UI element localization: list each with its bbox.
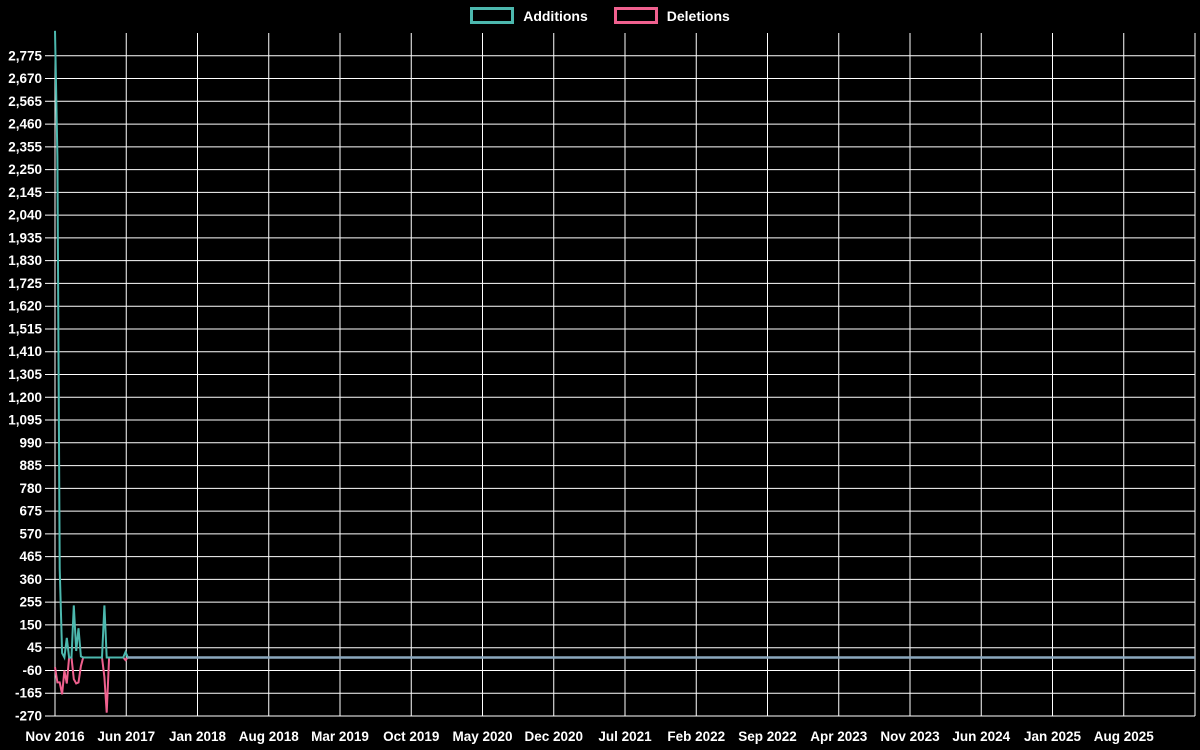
deletions-swatch-icon	[613, 7, 658, 24]
svg-text:360: 360	[19, 572, 42, 587]
svg-text:2,775: 2,775	[8, 48, 42, 63]
svg-text:Jun 2024: Jun 2024	[952, 729, 1010, 744]
svg-text:-270: -270	[15, 709, 42, 724]
svg-text:Dec 2020: Dec 2020	[524, 729, 583, 744]
svg-text:45: 45	[27, 640, 43, 655]
y-axis-labels: 2,775 2,670 2,565 2,460 2,355 2,250 2,145 2,040…	[8, 48, 42, 723]
svg-text:780: 780	[19, 481, 42, 496]
svg-text:Nov 2016: Nov 2016	[25, 729, 85, 744]
svg-text:Jun 2017: Jun 2017	[97, 729, 155, 744]
svg-text:Sep 2022: Sep 2022	[738, 729, 797, 744]
svg-text:Aug 2025: Aug 2025	[1094, 729, 1155, 744]
svg-text:675: 675	[19, 504, 42, 519]
svg-text:Nov 2023: Nov 2023	[880, 729, 940, 744]
svg-text:465: 465	[19, 549, 42, 564]
svg-text:150: 150	[19, 617, 42, 632]
svg-text:2,565: 2,565	[8, 94, 42, 109]
svg-text:1,830: 1,830	[8, 253, 42, 268]
legend-item-deletions[interactable]: Deletions	[613, 7, 730, 24]
svg-text:990: 990	[19, 435, 42, 450]
svg-text:Apr 2023: Apr 2023	[810, 729, 868, 744]
svg-text:Feb 2022: Feb 2022	[667, 729, 725, 744]
svg-text:May 2020: May 2020	[452, 729, 512, 744]
svg-text:255: 255	[19, 595, 42, 610]
svg-text:2,460: 2,460	[8, 117, 42, 132]
svg-text:1,305: 1,305	[8, 367, 42, 382]
additions-legend-label: Additions	[523, 7, 588, 24]
svg-text:Mar 2019: Mar 2019	[311, 729, 369, 744]
svg-text:1,410: 1,410	[8, 344, 42, 359]
additions-line	[54, 30, 1195, 661]
svg-text:2,670: 2,670	[8, 71, 42, 86]
svg-text:570: 570	[19, 526, 42, 541]
svg-text:1,200: 1,200	[8, 390, 42, 405]
svg-text:Jul 2021: Jul 2021	[598, 729, 652, 744]
svg-text:Oct 2019: Oct 2019	[383, 729, 439, 744]
svg-text:1,935: 1,935	[8, 230, 42, 245]
svg-text:1,095: 1,095	[8, 413, 42, 428]
svg-text:2,355: 2,355	[8, 139, 42, 154]
svg-text:Jan 2018: Jan 2018	[169, 729, 227, 744]
svg-text:885: 885	[19, 458, 42, 473]
svg-text:2,145: 2,145	[8, 185, 42, 200]
legend-item-additions[interactable]: Additions	[470, 7, 588, 24]
svg-text:1,725: 1,725	[8, 276, 42, 291]
svg-text:1,620: 1,620	[8, 299, 42, 314]
deletions-legend-label: Deletions	[666, 7, 730, 24]
svg-text:1,515: 1,515	[8, 321, 42, 336]
svg-text:Aug 2018: Aug 2018	[239, 729, 300, 744]
svg-text:2,040: 2,040	[8, 208, 42, 223]
chart-legend: Additions Deletions	[0, 7, 1200, 24]
additions-swatch-icon	[470, 7, 515, 24]
grid-lines	[45, 33, 1196, 717]
svg-text:-165: -165	[15, 686, 43, 701]
x-axis-labels: Nov 2016 Jun 2017 Jan 2018 Aug 2018 Mar 2019…	[25, 729, 1154, 744]
svg-text:Jan 2025: Jan 2025	[1024, 729, 1082, 744]
svg-text:2,250: 2,250	[8, 162, 42, 177]
svg-text:-60: -60	[22, 663, 42, 678]
